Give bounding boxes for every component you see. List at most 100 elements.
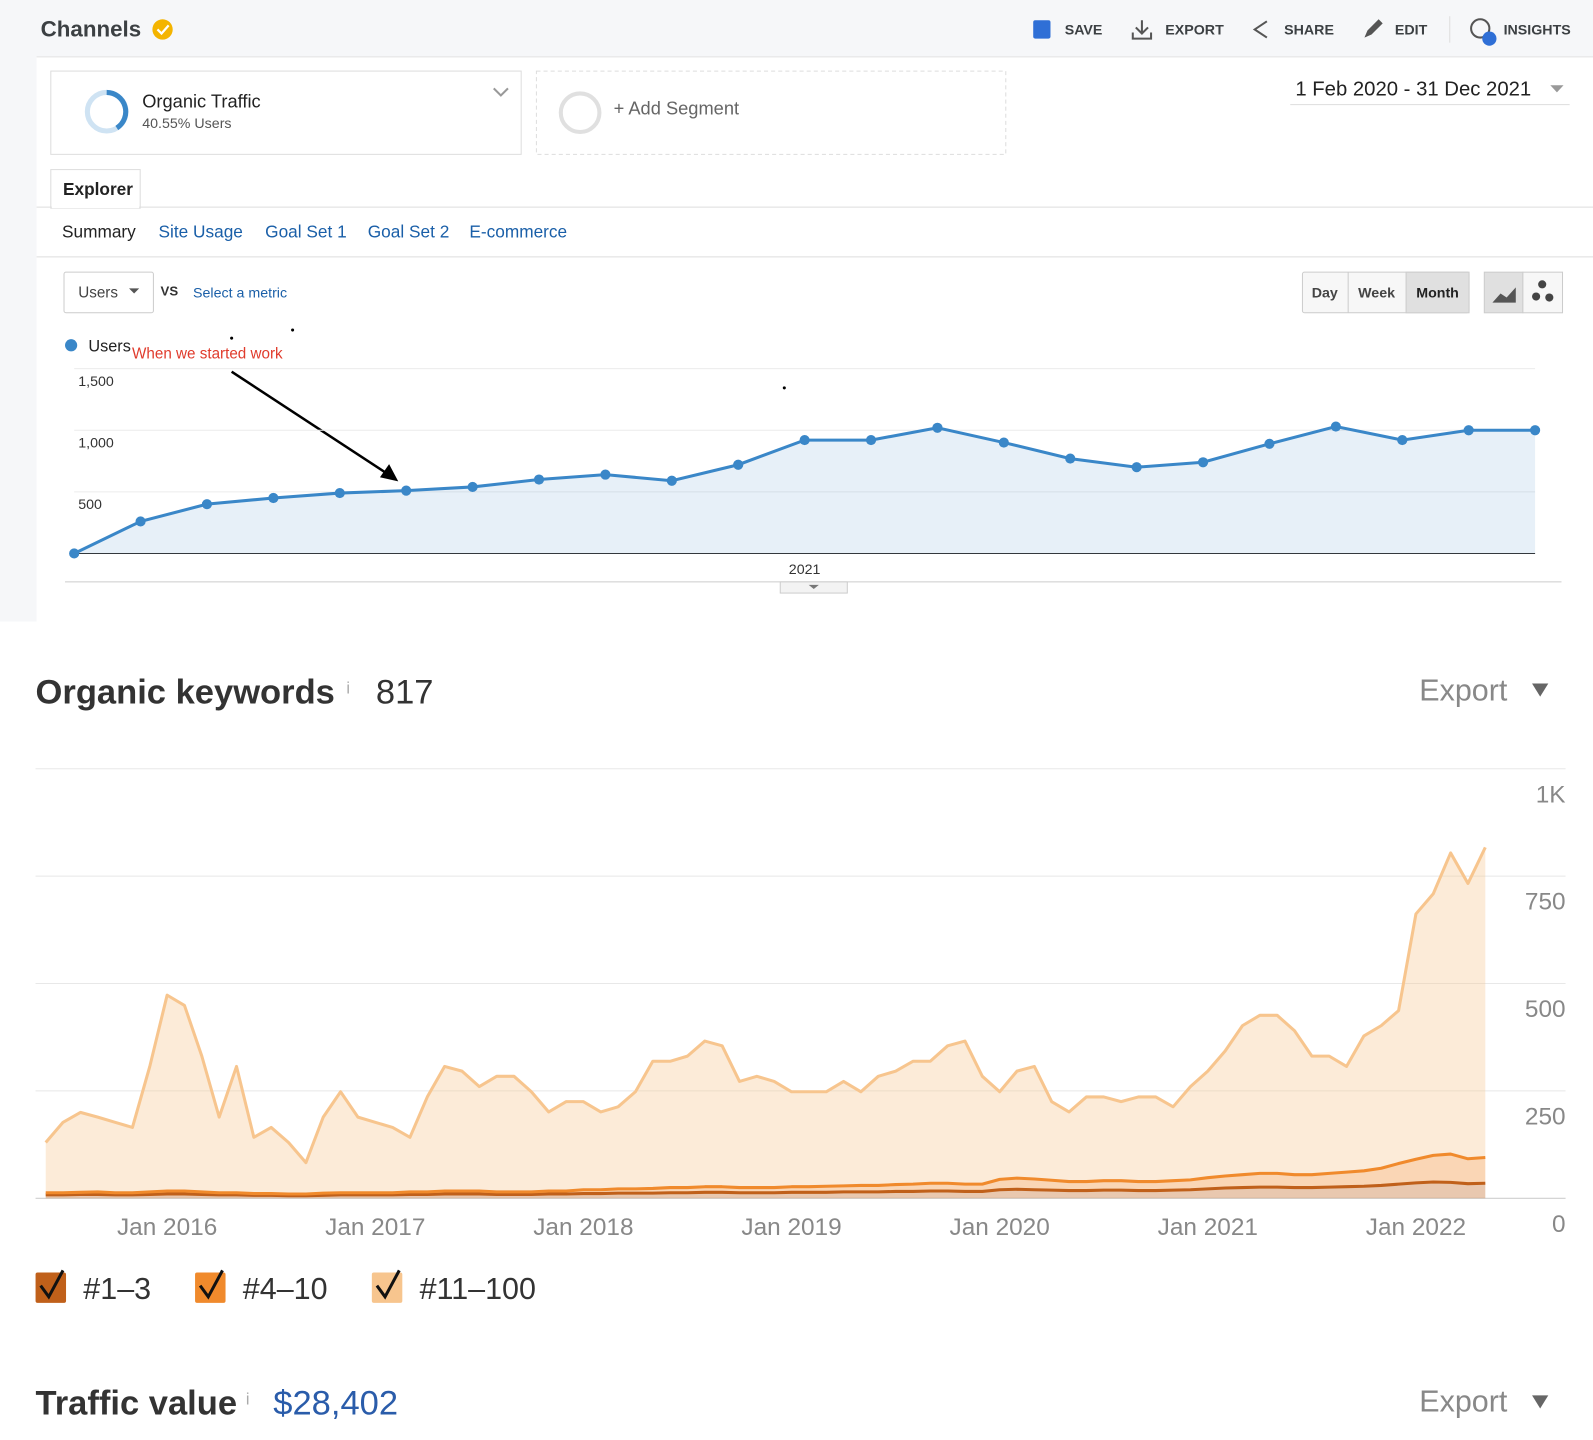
insights-button[interactable]: INSIGHTS bbox=[1504, 23, 1571, 39]
legend-check bbox=[198, 1269, 224, 1300]
point bbox=[600, 469, 611, 480]
legend-label: #4–10 bbox=[243, 1272, 328, 1306]
legend-label: Users bbox=[88, 337, 130, 355]
keyword-count: 817 bbox=[376, 674, 434, 712]
y-tick-label: 250 bbox=[1525, 1103, 1566, 1130]
segment-detail: 40.55% Users bbox=[142, 116, 231, 132]
segment-card[interactable] bbox=[50, 70, 522, 155]
metric-selected[interactable]: Users bbox=[78, 285, 118, 302]
caret[interactable] bbox=[129, 288, 140, 294]
report-title: Channels bbox=[41, 17, 142, 42]
section-title: Organic keywords bbox=[36, 674, 335, 712]
stray-dot bbox=[782, 386, 786, 390]
line bbox=[45, 1180, 1486, 1198]
legend-checkbox[interactable] bbox=[195, 1272, 226, 1303]
annotation: When we started work bbox=[132, 345, 283, 362]
export-button[interactable]: Export bbox=[1419, 674, 1508, 708]
stray-dot bbox=[230, 336, 234, 340]
granularity-button[interactable]: Month bbox=[1416, 286, 1459, 302]
line bbox=[45, 1152, 1486, 1196]
export-button[interactable]: Export bbox=[1419, 1385, 1508, 1419]
date-caret[interactable] bbox=[1550, 85, 1564, 93]
handle-caret bbox=[808, 584, 819, 589]
insights-icon[interactable] bbox=[1470, 18, 1491, 39]
chevron[interactable] bbox=[493, 87, 509, 97]
point bbox=[135, 516, 146, 527]
point bbox=[69, 548, 80, 559]
point bbox=[401, 485, 412, 496]
metric-dropdown[interactable] bbox=[63, 271, 154, 314]
subtab[interactable]: Goal Set 1 bbox=[265, 222, 347, 242]
insights-badge[interactable] bbox=[1482, 31, 1497, 46]
select-metric[interactable]: Select a metric bbox=[193, 286, 287, 302]
legend-check bbox=[375, 1269, 401, 1300]
vs-label: VS bbox=[161, 284, 179, 299]
point bbox=[533, 474, 545, 485]
add-segment-card[interactable] bbox=[535, 70, 1007, 155]
subtab[interactable]: Site Usage bbox=[158, 222, 242, 242]
point bbox=[1197, 457, 1209, 468]
area-fill bbox=[45, 1181, 1486, 1199]
line-chart-toggle[interactable] bbox=[1483, 271, 1524, 314]
point bbox=[932, 422, 943, 433]
legend-checkbox[interactable] bbox=[371, 1272, 403, 1303]
x-tick-label: Jan 2017 bbox=[325, 1214, 425, 1241]
date-range[interactable]: 1 Feb 2020 - 31 Dec 2021 bbox=[1295, 78, 1531, 100]
edit-icon[interactable] bbox=[1364, 19, 1383, 38]
area-fill bbox=[74, 426, 1536, 554]
segment-share bbox=[106, 89, 129, 131]
export-button[interactable]: EXPORT bbox=[1165, 23, 1224, 39]
x-tick-label: Jan 2022 bbox=[1366, 1214, 1466, 1241]
area-fill bbox=[45, 1154, 1486, 1196]
area-fill bbox=[45, 847, 1486, 1195]
motion-chart-toggle[interactable] bbox=[1522, 271, 1564, 314]
subtab[interactable]: Goal Set 2 bbox=[368, 222, 450, 242]
export-icon[interactable] bbox=[1131, 20, 1153, 40]
point bbox=[1264, 438, 1275, 449]
subtab[interactable]: Summary bbox=[62, 222, 136, 242]
annotation-arrow bbox=[230, 370, 389, 476]
info-icon[interactable]: i bbox=[246, 1390, 250, 1408]
point bbox=[865, 435, 877, 446]
legend-label: #1–3 bbox=[83, 1272, 151, 1306]
x-tick-label: 2021 bbox=[789, 562, 821, 578]
point bbox=[268, 492, 279, 504]
subtab[interactable]: E-commerce bbox=[469, 222, 567, 242]
x-tick-label: Jan 2019 bbox=[741, 1214, 841, 1241]
y-tick-label: 1,000 bbox=[78, 436, 114, 452]
stray-dot bbox=[291, 328, 295, 332]
y-tick-label: 500 bbox=[78, 497, 102, 513]
point bbox=[1065, 453, 1076, 464]
legend-checkbox[interactable] bbox=[35, 1272, 67, 1303]
line-chart-icon bbox=[1492, 287, 1516, 303]
share-icon[interactable] bbox=[1252, 20, 1268, 39]
save-button[interactable]: SAVE bbox=[1065, 23, 1103, 39]
granularity-button[interactable]: Day bbox=[1312, 286, 1338, 302]
y-tick-label: 750 bbox=[1525, 889, 1566, 916]
export-caret[interactable] bbox=[1532, 683, 1549, 697]
y-tick-label: 500 bbox=[1525, 996, 1566, 1023]
motion-icon bbox=[1538, 280, 1547, 289]
y-tick-label: 1K bbox=[1536, 781, 1566, 808]
verified-badge bbox=[152, 19, 173, 40]
badge-check bbox=[156, 24, 170, 36]
add-segment-circle bbox=[558, 91, 602, 135]
granularity-active[interactable] bbox=[1405, 271, 1470, 314]
point bbox=[334, 488, 345, 499]
tab-label[interactable]: Explorer bbox=[63, 179, 133, 199]
point bbox=[1397, 435, 1408, 446]
x-tick-label: Jan 2020 bbox=[950, 1214, 1050, 1241]
edit-button[interactable]: EDIT bbox=[1395, 23, 1428, 39]
export-caret[interactable] bbox=[1532, 1395, 1549, 1409]
save-icon[interactable] bbox=[1033, 20, 1051, 39]
x-tick-label: Jan 2021 bbox=[1158, 1214, 1258, 1241]
point bbox=[1463, 425, 1474, 436]
add-segment[interactable]: + Add Segment bbox=[614, 98, 739, 119]
point bbox=[733, 459, 744, 470]
info-icon[interactable]: i bbox=[346, 680, 350, 698]
point bbox=[1131, 462, 1142, 473]
point bbox=[1330, 421, 1341, 432]
granularity-button[interactable]: Week bbox=[1358, 286, 1395, 302]
share-button[interactable]: SHARE bbox=[1284, 23, 1334, 39]
